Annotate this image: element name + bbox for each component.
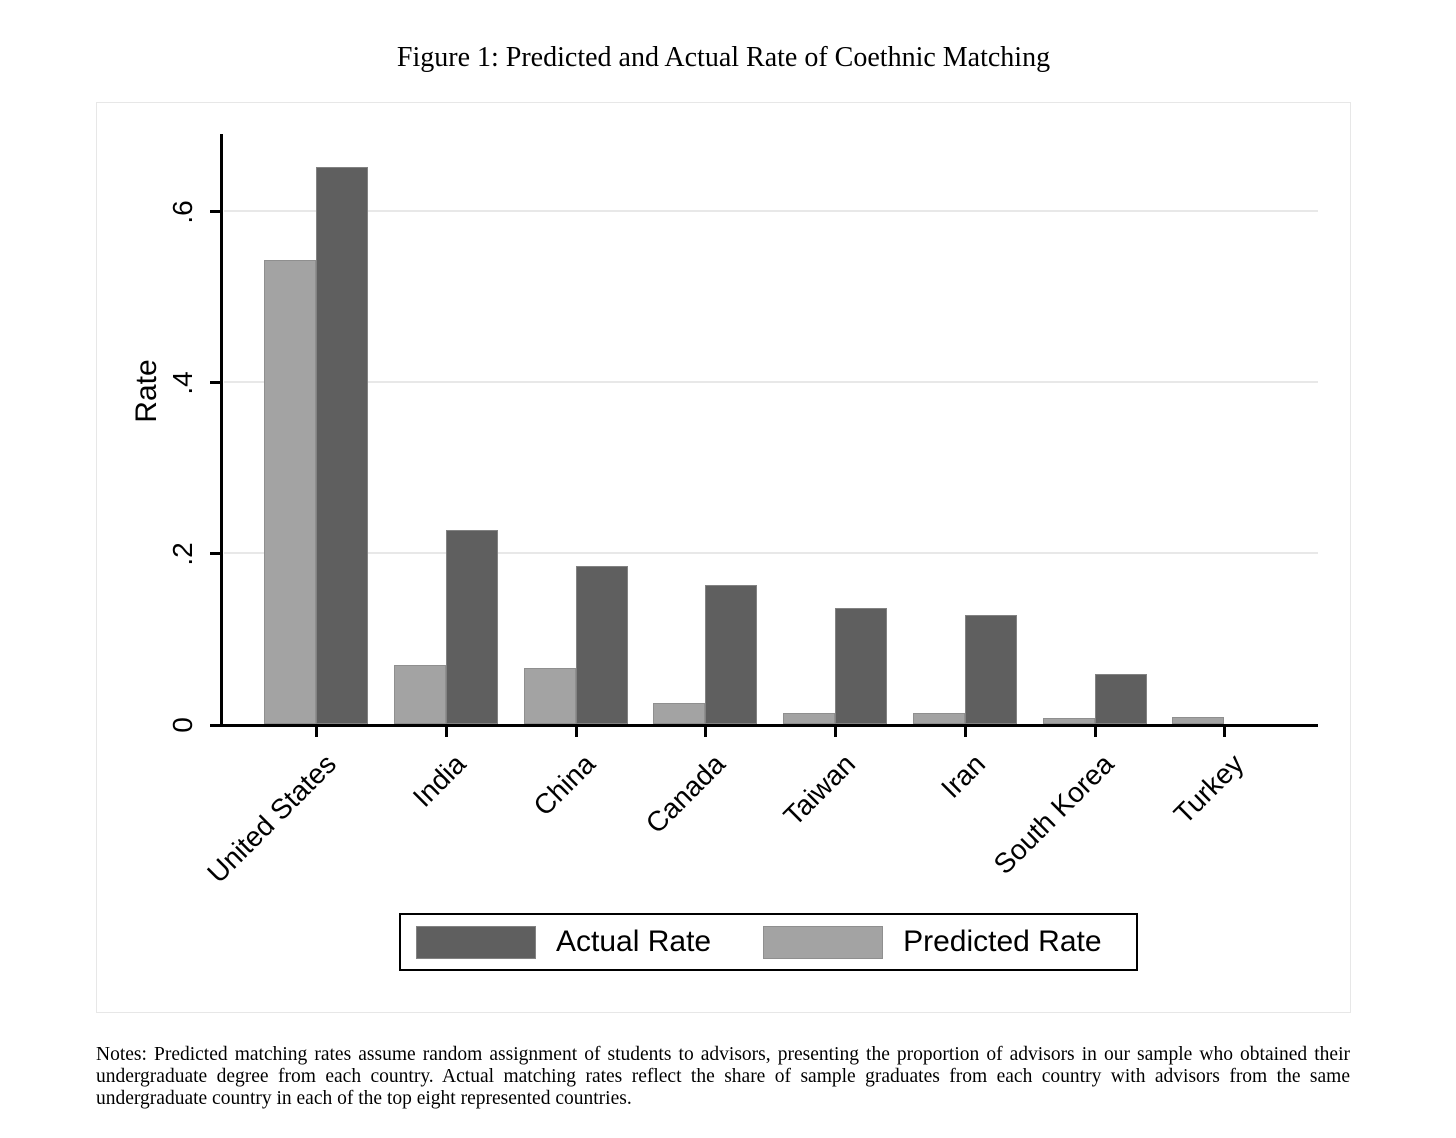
x-axis-label: Taiwan [777, 748, 861, 832]
x-axis-label: China [527, 748, 601, 822]
gridline [224, 552, 1318, 554]
bar-predicted-south-korea [1043, 718, 1095, 724]
bar-actual-iran [965, 615, 1017, 724]
y-tick [210, 210, 220, 213]
x-tick [964, 727, 967, 737]
y-tick-label: 0 [167, 717, 198, 733]
x-axis-label: Canada [639, 748, 731, 840]
legend-label-actual: Actual Rate [556, 925, 712, 958]
x-axis-label: India [407, 748, 472, 813]
x-tick [1094, 727, 1097, 737]
y-tick-label: .4 [167, 371, 198, 395]
plot-area: Actual Rate Predicted Rate 0 .2 .4 .6 Rate Un… [96, 102, 1351, 1013]
bar-predicted-taiwan [783, 713, 835, 724]
bar-actual-south-korea [1095, 674, 1147, 724]
x-tick [575, 727, 578, 737]
y-axis-title: Rate [130, 359, 163, 423]
y-tick-label: .2 [167, 542, 198, 566]
x-tick [834, 727, 837, 737]
x-tick [704, 727, 707, 737]
x-tick [445, 727, 448, 737]
y-tick [210, 724, 220, 727]
y-tick [210, 381, 220, 384]
bar-predicted-india [394, 665, 446, 724]
bar-actual-canada [705, 585, 757, 724]
y-tick-label: .6 [167, 200, 198, 224]
bar-predicted-china [524, 668, 576, 724]
bar-actual-india [446, 530, 498, 724]
figure-title: Figure 1: Predicted and Actual Rate of C… [396, 42, 1051, 73]
bar-predicted-united-states [264, 260, 316, 724]
x-axis-label: United States [201, 748, 342, 889]
x-axis-label: Turkey [1168, 748, 1250, 830]
x-axis-line [220, 724, 1318, 727]
bar-predicted-turkey [1172, 717, 1224, 724]
legend-swatch-predicted [763, 925, 884, 959]
y-tick [210, 552, 220, 555]
x-axis-label: South Korea [987, 748, 1120, 880]
bar-predicted-canada [653, 703, 705, 724]
x-axis-label: Iran [934, 748, 991, 805]
x-tick [1223, 727, 1226, 737]
legend-label-predicted: Predicted Rate [903, 925, 1102, 958]
legend-swatch-actual [416, 925, 536, 959]
bar-actual-united-states [316, 167, 368, 724]
y-axis-line [220, 134, 223, 727]
bar-predicted-iran [913, 713, 965, 724]
legend: Actual Rate Predicted Rate [399, 913, 1138, 971]
bar-actual-taiwan [835, 608, 887, 724]
x-tick [315, 727, 318, 737]
bar-actual-china [576, 566, 628, 724]
gridline [224, 381, 1318, 383]
figure-notes: Notes: Predicted matching rates assume r… [96, 1044, 1350, 1109]
gridline [224, 210, 1318, 212]
